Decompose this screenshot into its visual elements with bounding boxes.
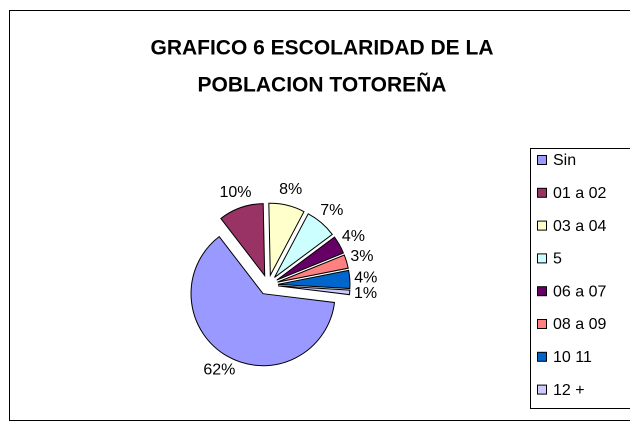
chart-title: GRAFICO 6 ESCOLARIDAD DE LA [150, 37, 493, 60]
chart-title: POBLACION TOTOREÑA [198, 74, 447, 97]
pie-slice [274, 213, 333, 278]
legend-label: 12 + [553, 382, 585, 399]
legend-swatch [537, 155, 547, 165]
pie-slice [277, 285, 351, 296]
pie-slice [276, 236, 345, 281]
legend-label: 08 a 09 [553, 316, 606, 333]
legend-label: 03 a 04 [553, 218, 606, 235]
legend-label: 10 11 [553, 349, 592, 366]
legend-label: 5 [553, 251, 562, 268]
legend-swatch [537, 384, 547, 395]
data-label: 8% [279, 181, 302, 198]
data-label: 3% [350, 248, 373, 265]
legend-label: Sin [553, 152, 576, 169]
data-label: 1% [354, 285, 377, 302]
legend-swatch [537, 319, 547, 329]
pie-slice [277, 269, 351, 290]
pie-slice [190, 235, 336, 367]
data-label: 10% [219, 184, 251, 201]
pie-slice [268, 202, 305, 278]
legend-label: 06 a 07 [553, 283, 606, 300]
data-label: 62% [203, 361, 235, 378]
data-label: 7% [320, 202, 343, 219]
pie-slice [220, 203, 266, 278]
legend-swatch [537, 220, 547, 231]
data-label: 4% [342, 228, 365, 245]
chart-frame [9, 10, 630, 421]
legend-box [530, 148, 630, 409]
pie-slice [277, 254, 349, 283]
legend-swatch [537, 253, 547, 264]
legend-swatch [537, 286, 547, 297]
data-label: 4% [354, 270, 377, 287]
legend-swatch [537, 187, 547, 198]
legend-label: 01 a 02 [553, 185, 606, 202]
legend-swatch [537, 351, 547, 362]
